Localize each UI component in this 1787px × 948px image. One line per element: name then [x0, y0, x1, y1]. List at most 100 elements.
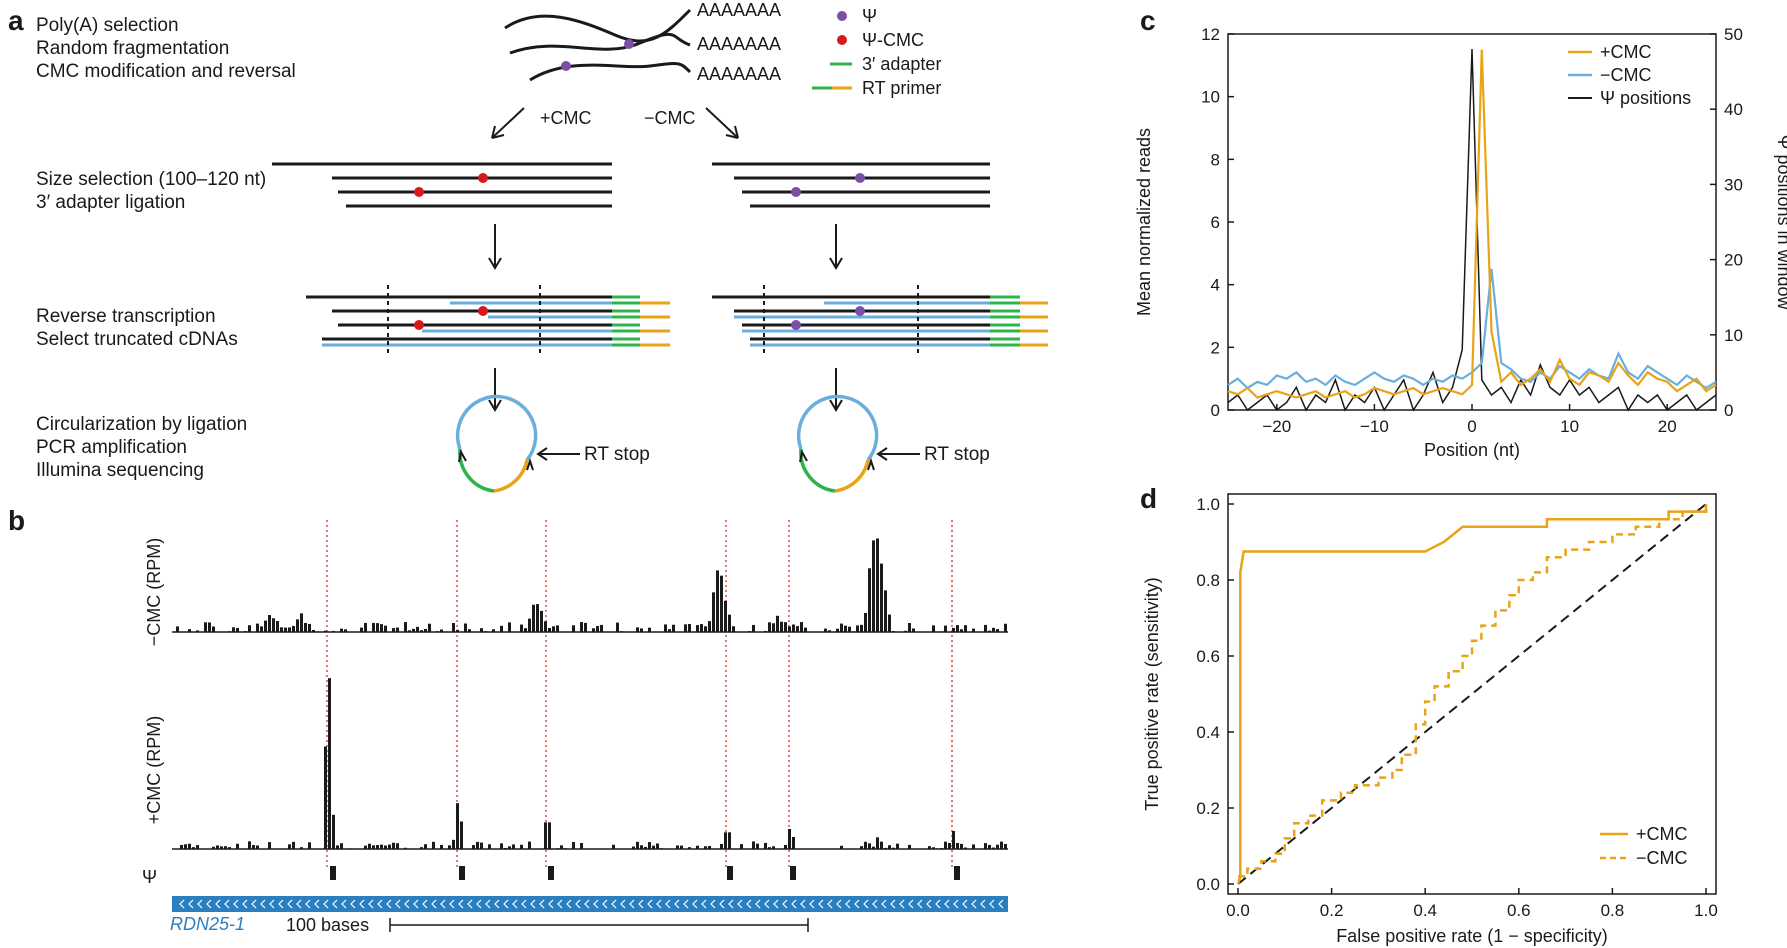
y-tick-label-d: 0.8	[1196, 571, 1220, 590]
coverage-bar	[1004, 844, 1007, 849]
strand-chevron	[953, 899, 959, 909]
scale-bar-label: 100 bases	[286, 915, 369, 935]
coverage-bar	[996, 629, 999, 632]
coverage-bar	[792, 837, 795, 849]
coverage-bar	[296, 619, 299, 632]
coverage-bar	[788, 626, 791, 632]
strand-chevron	[440, 899, 446, 909]
coverage-bar	[476, 841, 479, 849]
coverage-bar	[948, 843, 951, 849]
coverage-bar	[932, 625, 935, 632]
legend-c-plus: +CMC	[1600, 42, 1652, 62]
coverage-bar	[340, 628, 343, 632]
x-tick-label-c: 20	[1658, 417, 1677, 436]
psi-dot	[855, 173, 865, 183]
coverage-bar	[432, 841, 435, 849]
panel-d: d 0.0 0.2 0.4 0.6 0.8 1.0 0.0 0.2 0.4 0.6 0.8 1.0 F…	[1140, 483, 1718, 946]
branch-minus-label: −CMC	[644, 108, 696, 128]
strand-chevron	[989, 899, 995, 909]
coverage-bar	[572, 842, 575, 849]
gene-strand-chevrons	[179, 899, 1004, 909]
polya-tail: AAAAAAA	[697, 64, 781, 84]
strand-chevron	[962, 899, 968, 909]
coverage-bar	[840, 623, 843, 632]
panel-label-d: d	[1140, 483, 1157, 514]
coverage-bar	[380, 624, 383, 632]
coverage-bar	[952, 831, 955, 849]
strand-chevron	[683, 899, 689, 909]
coverage-bar	[648, 627, 651, 632]
y-tick-label-c: 2	[1211, 338, 1220, 357]
strand-chevron	[665, 899, 671, 909]
coverage-bar	[988, 844, 991, 849]
coverage-bar	[544, 621, 547, 632]
coverage-bar	[388, 844, 391, 849]
coverage-bar	[176, 626, 179, 632]
strand-chevron	[773, 899, 779, 909]
strand-chevron	[305, 899, 311, 909]
branch-arrows	[491, 107, 739, 139]
psi-site-mark	[459, 866, 465, 880]
coverage-bar	[856, 625, 859, 632]
x-tick-label-c: 10	[1560, 417, 1579, 436]
coverage-bar	[848, 626, 851, 632]
step-polya: Poly(A) selection	[36, 15, 179, 36]
coverage-bar	[768, 622, 771, 632]
coverage-bar	[688, 624, 691, 632]
strand-chevron	[512, 899, 518, 909]
y-tick-label-c: 0	[1211, 401, 1220, 420]
series-line-plus-cmc	[1227, 49, 1717, 399]
coverage-bar	[952, 627, 955, 632]
coverage-bar	[616, 622, 619, 632]
gene-label: RDN25-1	[170, 914, 245, 934]
coverage-bar	[420, 630, 423, 632]
strand-chevron	[368, 899, 374, 909]
coverage-bar	[652, 845, 655, 849]
coverage-bar	[972, 628, 975, 632]
coverage-bar	[276, 621, 279, 632]
coverage-bar	[412, 628, 415, 632]
coverage-bar	[552, 626, 555, 632]
coverage-bar	[844, 625, 847, 632]
step-sequencing: Illumina sequencing	[36, 460, 204, 481]
coverage-bar	[928, 846, 931, 849]
coverage-bar	[768, 847, 771, 849]
coverage-bar	[524, 628, 527, 632]
coverage-bar	[656, 843, 659, 849]
coverage-bar	[912, 628, 915, 632]
coverage-bar	[332, 814, 335, 849]
roc-line-plus-cmc	[1236, 504, 1708, 885]
coverage-bar	[772, 623, 775, 632]
coverage-bar	[648, 842, 651, 849]
psi-site-mark	[727, 866, 733, 880]
x-tick-label-c: −10	[1360, 417, 1389, 436]
strand-chevron	[314, 899, 320, 909]
strand-chevron	[737, 899, 743, 909]
coverage-bar	[536, 604, 539, 632]
legend-c-minus: −CMC	[1600, 65, 1652, 85]
strand-chevron	[566, 899, 572, 909]
coverage-bar	[224, 846, 227, 849]
strand-chevron	[350, 899, 356, 909]
coverage-bar	[396, 627, 399, 632]
coverage-bar	[672, 624, 675, 632]
coverage-bar	[408, 630, 411, 632]
coverage-bar	[428, 623, 431, 632]
psi-site-mark	[954, 866, 960, 880]
psi-guide-lines	[326, 520, 953, 870]
strand-chevron	[890, 899, 896, 909]
coverage-bar	[268, 842, 271, 849]
psi-site-mark	[330, 866, 336, 880]
coverage-bar	[596, 626, 599, 632]
strand-chevron	[638, 899, 644, 909]
gene-bar	[172, 896, 1008, 912]
y-tick-label-c: 8	[1211, 150, 1220, 169]
strand-chevron	[782, 899, 788, 909]
coverage-bar	[204, 622, 207, 632]
coverage-bar	[492, 629, 495, 632]
psi-cmc-dot	[478, 173, 488, 183]
rt-products-minus	[712, 285, 1048, 357]
strand-chevron	[224, 899, 230, 909]
strand-chevron	[629, 899, 635, 909]
